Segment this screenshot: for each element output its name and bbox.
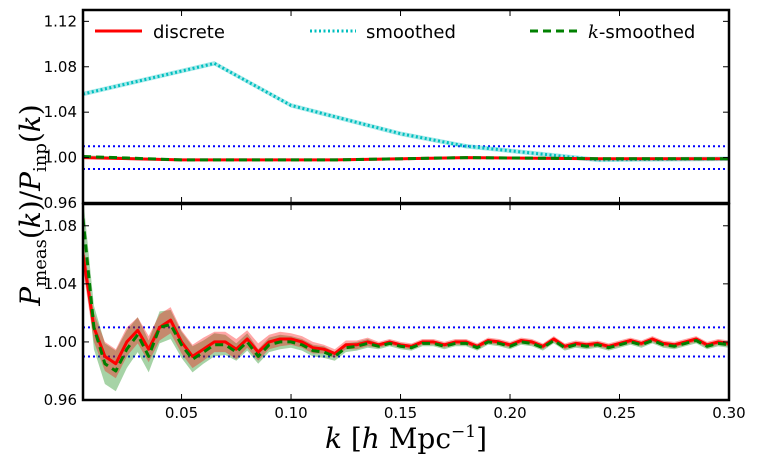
- y-axis-label: Pmeas(k)/Pinp(k): [14, 104, 51, 306]
- bottom-ksmoothed-line: [83, 218, 729, 373]
- top-ksmoothed-line: [83, 155, 729, 162]
- x-axis-label: k [h Mpc−1]: [325, 422, 487, 455]
- top-ytick-label: 1.04: [44, 103, 77, 121]
- top-ytick-label: 1.12: [44, 12, 77, 30]
- top-panel: 0.96 1.00 1.04 1.08 1.12: [44, 12, 729, 212]
- xtick-label: 0.25: [603, 404, 636, 422]
- bottom-panel: 0.96 1.00 1.04 1.08: [44, 204, 729, 409]
- top-lines: [83, 61, 729, 162]
- bottom-ytick-label: 0.96: [44, 391, 77, 409]
- top-ytick-label: 1.00: [44, 149, 77, 167]
- top-ytick-label: 0.96: [44, 194, 77, 212]
- legend-discrete-label: discrete: [153, 22, 225, 43]
- xtick-label: 0.15: [384, 404, 417, 422]
- legend: discrete smoothed k-smoothed: [95, 22, 695, 43]
- bottom-lines: [83, 218, 729, 373]
- legend-ksmoothed-label: k-smoothed: [588, 22, 695, 43]
- bottom-y-ticks: 0.96 1.00 1.04 1.08: [44, 217, 729, 409]
- bottom-frame: [81, 202, 731, 402]
- bottom-bands: [83, 204, 729, 392]
- xtick-label: 0.05: [165, 404, 198, 422]
- bottom-ytick-label: 1.08: [44, 217, 77, 235]
- bottom-discrete-band: [83, 240, 729, 379]
- bottom-ksmoothed-band: [83, 204, 729, 392]
- top-ytick-label: 1.08: [44, 58, 77, 76]
- xtick-label: 0.20: [493, 404, 526, 422]
- xtick-label: 0.30: [712, 404, 745, 422]
- bottom-ytick-label: 1.04: [44, 275, 77, 293]
- bottom-ytick-label: 1.00: [44, 333, 77, 351]
- xtick-label: 0.10: [274, 404, 307, 422]
- legend-smoothed-label: smoothed: [366, 22, 456, 43]
- top-y-ticks: 0.96 1.00 1.04 1.08 1.12: [44, 12, 729, 212]
- x-ticks: 0.05 0.10 0.15 0.20 0.25 0.30: [165, 10, 746, 422]
